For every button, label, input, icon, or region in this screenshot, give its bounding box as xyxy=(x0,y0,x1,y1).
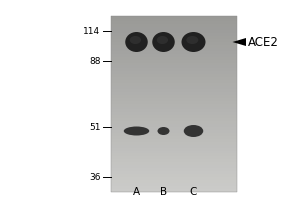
Bar xyxy=(111,159,237,163)
Bar xyxy=(111,130,237,133)
FancyArrow shape xyxy=(232,38,246,46)
Bar xyxy=(111,33,237,37)
Bar xyxy=(111,54,237,57)
Bar xyxy=(111,104,237,107)
Bar xyxy=(111,121,237,125)
Bar xyxy=(111,86,237,89)
Bar xyxy=(111,118,237,122)
Bar xyxy=(111,71,237,75)
Bar xyxy=(111,24,237,28)
Bar xyxy=(111,177,237,180)
Bar xyxy=(111,48,237,51)
Text: 114: 114 xyxy=(83,26,100,36)
Bar xyxy=(111,39,237,42)
Ellipse shape xyxy=(186,36,198,44)
Bar xyxy=(111,183,237,186)
Bar xyxy=(111,136,237,139)
Bar xyxy=(111,153,237,157)
Bar xyxy=(111,19,237,22)
Bar xyxy=(111,95,237,98)
Ellipse shape xyxy=(124,127,149,136)
Bar xyxy=(111,162,237,166)
Ellipse shape xyxy=(152,32,175,52)
Ellipse shape xyxy=(184,125,203,137)
Bar xyxy=(111,30,237,34)
Bar xyxy=(111,133,237,136)
Bar xyxy=(111,148,237,151)
Bar xyxy=(111,83,237,86)
Bar xyxy=(111,65,237,69)
Bar xyxy=(111,74,237,78)
Bar xyxy=(111,139,237,142)
Bar xyxy=(111,16,237,19)
Text: 88: 88 xyxy=(89,56,100,66)
Bar xyxy=(111,127,237,130)
Ellipse shape xyxy=(125,32,148,52)
Bar xyxy=(111,180,237,183)
Text: B: B xyxy=(160,187,167,197)
Bar xyxy=(111,98,237,101)
Bar xyxy=(111,27,237,31)
Bar xyxy=(111,115,237,119)
Bar xyxy=(111,112,237,116)
Bar xyxy=(111,168,237,171)
Bar xyxy=(111,107,237,110)
Bar xyxy=(111,36,237,39)
Bar xyxy=(111,77,237,81)
Bar xyxy=(111,21,237,25)
Bar xyxy=(111,68,237,72)
Text: C: C xyxy=(190,187,197,197)
Ellipse shape xyxy=(158,127,169,135)
Bar xyxy=(111,80,237,83)
Bar xyxy=(111,89,237,92)
Bar xyxy=(111,51,237,54)
Text: 36: 36 xyxy=(89,172,100,182)
Bar xyxy=(111,45,237,48)
Bar xyxy=(111,145,237,148)
Bar xyxy=(111,101,237,104)
Ellipse shape xyxy=(182,32,206,52)
Bar xyxy=(111,189,237,192)
Bar xyxy=(111,57,237,60)
Bar xyxy=(111,151,237,154)
Bar xyxy=(111,63,237,66)
Bar xyxy=(111,42,237,45)
Bar xyxy=(111,60,237,63)
Ellipse shape xyxy=(157,36,168,44)
Bar xyxy=(111,156,237,160)
Text: A: A xyxy=(133,187,140,197)
Bar xyxy=(111,165,237,169)
Bar xyxy=(111,174,237,177)
Bar xyxy=(111,92,237,95)
Bar xyxy=(111,109,237,113)
Bar xyxy=(111,124,237,127)
Bar xyxy=(111,171,237,174)
Bar xyxy=(111,16,237,192)
Text: ACE2: ACE2 xyxy=(248,36,278,48)
Ellipse shape xyxy=(130,36,141,44)
Bar xyxy=(111,186,237,189)
Bar xyxy=(111,142,237,145)
Text: 51: 51 xyxy=(89,122,100,132)
